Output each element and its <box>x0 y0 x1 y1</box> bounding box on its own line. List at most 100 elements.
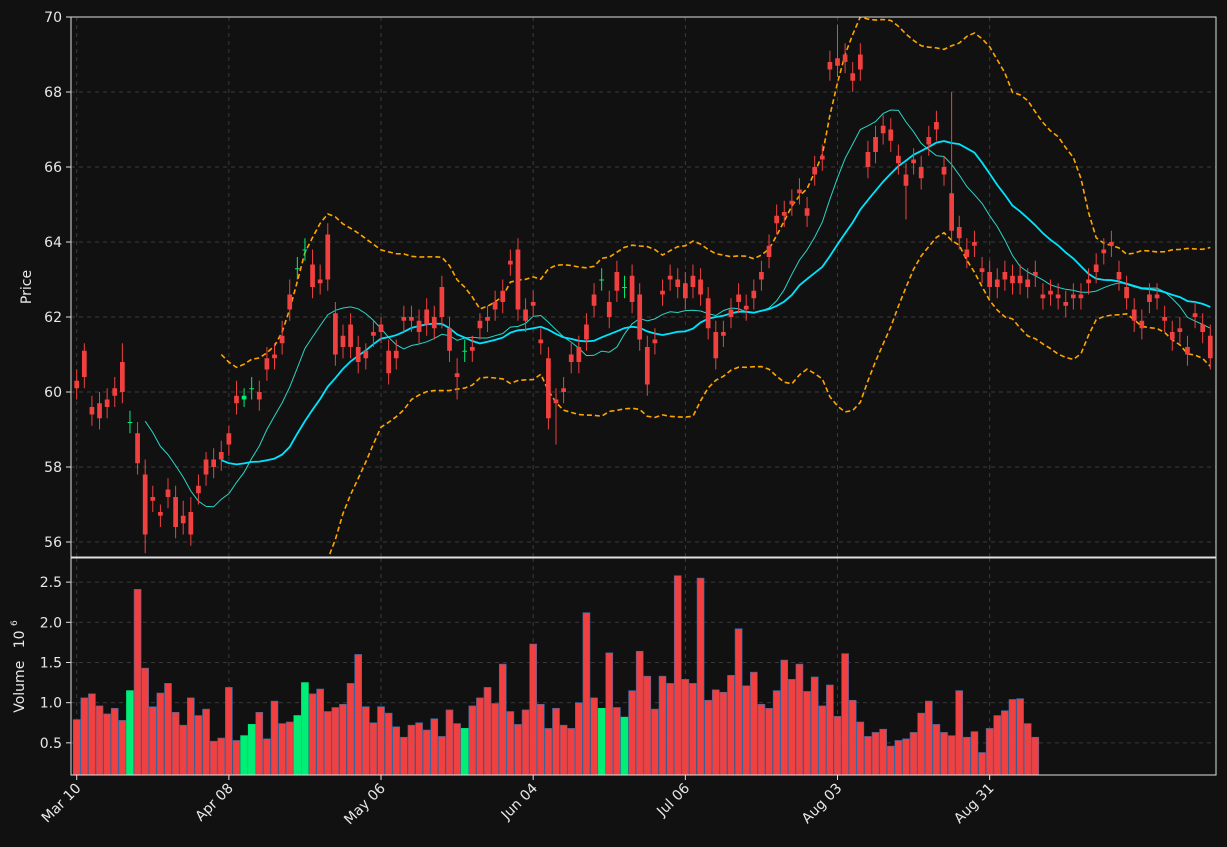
candle-body <box>378 324 384 332</box>
volume-bar <box>133 589 142 775</box>
volume-bar <box>141 667 149 775</box>
volume-bar <box>536 703 545 775</box>
candle-body <box>979 268 985 272</box>
volume-bar <box>148 706 157 775</box>
volume-bar <box>240 735 248 775</box>
candle-body <box>1025 279 1031 287</box>
volume-bar <box>750 671 758 775</box>
volume-bar <box>719 691 728 775</box>
candle-body <box>127 422 133 423</box>
candle-body <box>1192 313 1198 317</box>
candle-body <box>934 122 939 130</box>
candle-body <box>1200 324 1206 332</box>
volume-bar <box>323 711 332 775</box>
candlesticks <box>74 24 1213 554</box>
volume-bar <box>902 738 910 775</box>
volume-bar <box>369 722 378 775</box>
volume-bar <box>856 721 865 775</box>
price-tick-label: 70 <box>44 10 62 26</box>
candle-body <box>994 279 1000 287</box>
volume-bar <box>978 752 986 775</box>
candle-body <box>81 350 87 377</box>
candle-body <box>393 350 399 359</box>
candle-body <box>675 279 681 287</box>
volume-bar <box>270 700 279 775</box>
candle-body <box>302 249 308 251</box>
price-tick-label: 64 <box>44 235 62 251</box>
candle-body <box>690 275 696 287</box>
candle-body <box>530 302 536 306</box>
candle-body <box>112 388 118 396</box>
volume-bar <box>681 679 690 775</box>
candle-body <box>857 54 863 70</box>
candle-body <box>949 193 954 231</box>
volume-bar <box>95 705 104 775</box>
price-tick-label: 58 <box>44 460 62 476</box>
volume-bar <box>247 724 256 775</box>
volume-bar <box>377 706 385 775</box>
volume-bar <box>894 740 903 775</box>
candle-body <box>865 152 871 167</box>
candle-body <box>1109 242 1114 246</box>
volume-bar <box>985 728 994 775</box>
volume-bar <box>1001 710 1009 775</box>
price-axis-label: Price <box>19 270 35 304</box>
volume-bar <box>613 707 621 775</box>
volume-bar <box>1031 736 1040 775</box>
volume-bar <box>110 707 119 775</box>
candle-body <box>492 302 498 310</box>
candle-body <box>500 290 506 302</box>
price-tick-label: 62 <box>44 310 62 326</box>
volume-bar <box>917 712 925 775</box>
volume-bar <box>1016 698 1024 775</box>
volume-tick-label: 0.5 <box>40 736 62 752</box>
candle-body <box>766 245 772 257</box>
candle-body <box>447 328 452 351</box>
candle-body <box>416 320 422 332</box>
volume-bar <box>1023 723 1032 775</box>
volume-tick-label: 2.5 <box>40 575 62 591</box>
candle-body <box>1207 335 1213 359</box>
volume-bar <box>453 723 461 775</box>
candle-body <box>926 137 932 145</box>
candle-body <box>211 459 217 467</box>
candle-body <box>797 189 802 194</box>
volume-bar <box>278 723 286 775</box>
candle-body <box>576 347 582 362</box>
candle-body <box>1131 309 1137 321</box>
volume-bar <box>605 652 614 775</box>
volume-bar <box>171 712 180 775</box>
moving-averages <box>144 109 1211 508</box>
candle-body <box>1078 294 1084 299</box>
volume-bar <box>947 735 956 775</box>
volume-panel-frame <box>70 557 1217 776</box>
volume-bar <box>886 745 895 775</box>
candle-body <box>1154 294 1160 299</box>
volume-bar <box>187 697 195 775</box>
volume-bar <box>232 740 241 775</box>
volume-bar <box>597 707 606 775</box>
candle-body <box>553 399 559 404</box>
candle-body <box>355 347 361 362</box>
volume-bar <box>483 687 492 775</box>
candle-body <box>424 309 430 325</box>
volume-bar <box>803 691 811 775</box>
volume-bar <box>567 728 576 775</box>
candle-body <box>226 433 232 445</box>
candle-body <box>279 335 285 344</box>
candle-body <box>165 489 171 497</box>
volume-bar <box>468 705 477 775</box>
bollinger-upper-line <box>220 17 1211 369</box>
volume-bar <box>788 679 796 775</box>
candle-body <box>546 358 551 419</box>
volume-bar <box>438 736 446 775</box>
candle-body <box>591 294 597 306</box>
candle-body <box>568 354 574 362</box>
candle-body <box>964 249 970 257</box>
candle-body <box>751 290 757 299</box>
volume-bar <box>993 715 1002 775</box>
candle-body <box>188 512 194 535</box>
candle-body <box>287 294 293 310</box>
candle-body <box>774 215 779 224</box>
